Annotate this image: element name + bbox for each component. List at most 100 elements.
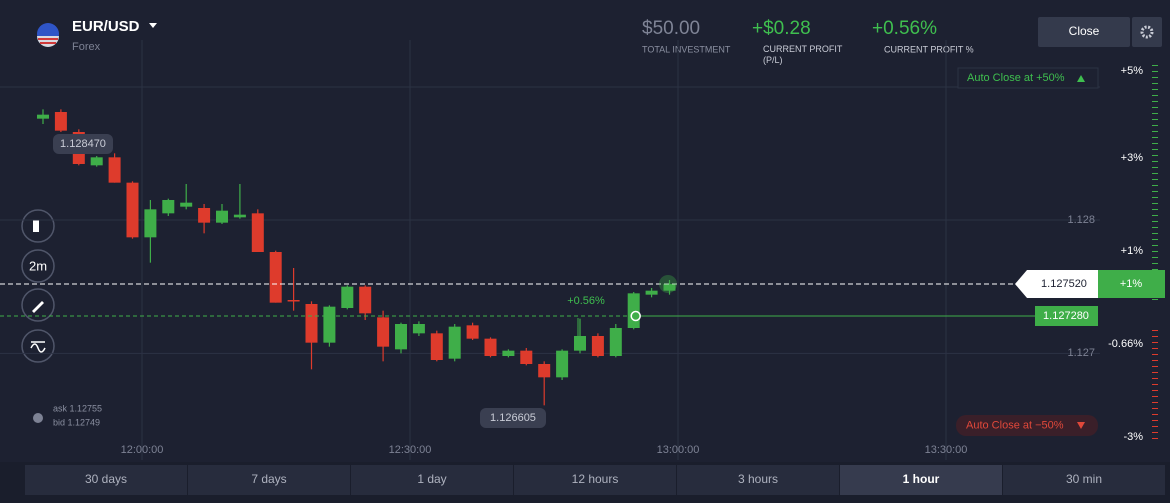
close-button-label[interactable]: Close (1069, 24, 1100, 38)
candle-body (126, 182, 139, 238)
settings-icon (1140, 25, 1154, 39)
period-tab[interactable] (840, 465, 1002, 495)
info-icon (33, 413, 43, 423)
candle-body (37, 114, 49, 119)
y-tick-label: 1.127 (1067, 347, 1095, 359)
current-price-label: 1.127520 (1041, 278, 1087, 290)
auto-close-down-arrow (1077, 422, 1085, 429)
candle-body (645, 290, 658, 295)
percent-label: -0.66% (1108, 338, 1143, 350)
candle-body (251, 213, 264, 252)
candle-body (627, 293, 640, 328)
auto-close-up[interactable]: Auto Close at +50% (967, 72, 1065, 84)
candle-body (609, 328, 622, 356)
period-tab-label[interactable]: 30 days (85, 472, 127, 486)
candle-body (663, 284, 676, 291)
close-button[interactable] (1038, 17, 1130, 47)
candle-body (448, 326, 461, 359)
candle-body (54, 112, 67, 131)
x-tick-label: 12:00:00 (121, 444, 164, 456)
period-tab-label[interactable]: 3 hours (738, 472, 778, 486)
candle-body (556, 350, 569, 378)
period-tab[interactable] (677, 465, 839, 495)
profit-label-box: CURRENT PROFIT (P/L) (763, 44, 843, 65)
auto-close-up-arrow (1077, 75, 1085, 82)
candle-body (520, 350, 533, 364)
candle-body (484, 338, 497, 356)
candle-body (341, 286, 354, 308)
period-tab[interactable] (514, 465, 676, 495)
profit: +$0.28 (752, 18, 811, 39)
candle-body (90, 157, 103, 166)
period-tab[interactable] (188, 465, 350, 495)
candle-body (412, 324, 425, 334)
period-tab-label[interactable]: 12 hours (572, 472, 619, 486)
percent-label: +5% (1121, 65, 1144, 77)
open-price-box (1035, 306, 1098, 326)
period-tab-label[interactable]: 7 days (251, 472, 286, 486)
asset-name[interactable]: EUR/USD (72, 18, 140, 35)
high-bubble (53, 134, 113, 154)
profit-label: CURRENT PROFIT (P/L) (763, 44, 843, 65)
settings-button[interactable] (1132, 17, 1162, 47)
percent-label: +1% (1121, 245, 1144, 257)
ask-price: ask 1.12755 (53, 403, 102, 413)
indicator-button[interactable] (21, 329, 55, 363)
profit-pct: +0.56% (872, 18, 937, 39)
low-label: 1.126605 (490, 412, 536, 424)
x-tick-label: 13:00:00 (657, 444, 700, 456)
x-tick-label: 13:30:00 (925, 444, 968, 456)
high-label: 1.128470 (60, 138, 106, 150)
candle-body (287, 300, 300, 302)
candle-icon (33, 220, 39, 232)
period-tab-label[interactable]: 30 min (1066, 472, 1102, 486)
bid-price: bid 1.12749 (53, 417, 100, 427)
candle-body (466, 325, 479, 339)
candle-body (216, 210, 228, 223)
x-tick-label: 12:30:00 (389, 444, 432, 456)
current-price-box (1015, 270, 1098, 298)
period-tab[interactable] (351, 465, 513, 495)
low-bubble (480, 408, 546, 428)
auto-close-down[interactable]: Auto Close at −50% (966, 419, 1064, 431)
profit-pct-label: CURRENT PROFIT % (884, 44, 974, 54)
period-tab[interactable] (1003, 465, 1165, 495)
timeframe[interactable]: 2m (29, 258, 47, 273)
candle-body (144, 209, 157, 238)
candle-body (430, 333, 443, 360)
candle-body (377, 317, 390, 347)
period-tab-label[interactable]: 1 hour (903, 472, 940, 486)
candle-body (269, 252, 282, 303)
candle-body (233, 214, 246, 218)
indicator-icon (30, 341, 46, 353)
candle-body (591, 336, 604, 356)
candle-body (574, 336, 586, 351)
pencil-icon (32, 301, 44, 313)
timeframe-button[interactable] (21, 249, 55, 283)
auto-close-down-box[interactable] (956, 415, 1098, 436)
period-tab-label[interactable]: 1 day (417, 472, 446, 486)
investment: $50.00 (642, 18, 700, 39)
candle-body (538, 364, 551, 378)
period-tab[interactable] (25, 465, 187, 495)
candle-body (198, 208, 211, 223)
y-tick-label: 1.128 (1067, 214, 1095, 226)
auto-close-up-box[interactable] (957, 67, 1099, 89)
candle-body (502, 350, 515, 356)
candle-body (395, 324, 407, 350)
asset-flag (37, 23, 59, 47)
trade-marker (630, 310, 641, 322)
candle-body (108, 157, 121, 183)
current-price-glow (659, 275, 677, 293)
candle-body (162, 200, 175, 214)
asset-dropdown[interactable] (149, 23, 157, 28)
candle-body (359, 286, 372, 314)
candle-body (323, 306, 336, 343)
open-price-label: 1.127280 (1043, 310, 1089, 322)
current-change-label: +1% (1120, 278, 1143, 290)
asset-type: Forex (72, 41, 101, 53)
candle-body (180, 202, 193, 207)
percent-label: -3% (1123, 431, 1143, 443)
investment-label: TOTAL INVESTMENT (642, 44, 731, 54)
